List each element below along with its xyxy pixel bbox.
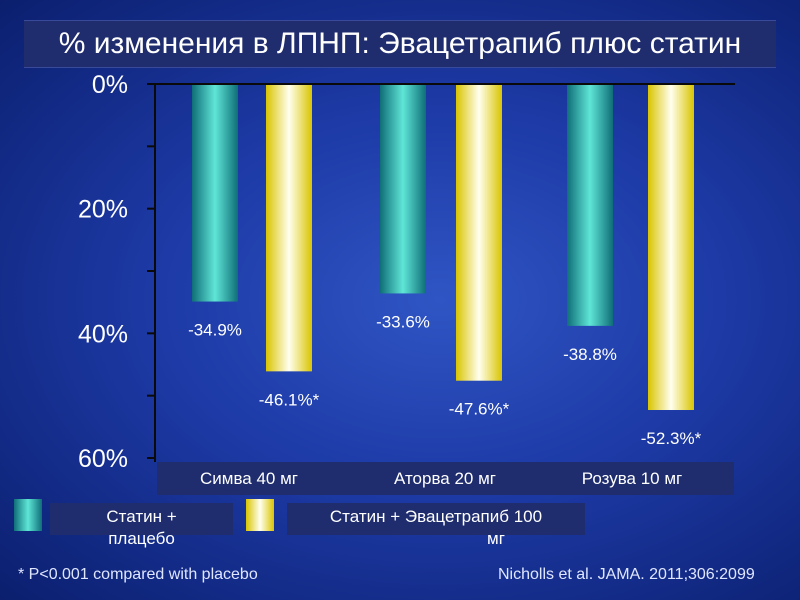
- y-tick-label: 40%: [78, 320, 128, 348]
- chart-title: % изменения в ЛПНП: Эвацетрапиб плюс ста…: [24, 20, 776, 68]
- legend-label-placebo: Статин + плацебо: [50, 503, 233, 548]
- legend-label-evacetrapib: Статин + Эвацетрапиб 100 мг: [287, 503, 585, 548]
- bar: [456, 85, 502, 381]
- y-tick-label: 20%: [78, 196, 128, 224]
- x-tick-label: Симва 40 мг: [200, 469, 298, 488]
- legend-label-line: плацебо: [108, 529, 175, 548]
- y-tick-label: 60%: [78, 445, 128, 473]
- legend-label-line: Статин +: [106, 507, 177, 526]
- significance-footnote: * P<0.001 compared with placebo: [18, 566, 258, 583]
- y-tick-label: 0%: [92, 71, 128, 99]
- category-axis: Симва 40 мг Аторва 20 мг Розува 10 мг: [157, 462, 734, 495]
- bar-value-label: -47.6%*: [449, 400, 510, 419]
- bar: [192, 85, 238, 302]
- legend-swatch-placebo: [14, 499, 42, 531]
- bar: [648, 85, 694, 411]
- x-tick-label: Розува 10 мг: [581, 469, 683, 488]
- legend-swatch-evacetrapib: [246, 499, 274, 531]
- bar: [567, 85, 613, 326]
- bar-value-label: -38.8%: [563, 345, 617, 364]
- x-tick-label: Аторва 20 мг: [393, 469, 496, 488]
- bar: [266, 85, 312, 372]
- legend-label-line: мг: [487, 529, 505, 548]
- bar-value-label: -52.3%*: [641, 429, 702, 448]
- citation-footnote: Nicholls et al. JAMA. 2011;306:2099: [498, 566, 755, 583]
- legend-label-line: Статин + Эвацетрапиб 100: [329, 507, 543, 526]
- bar-value-label: -46.1%*: [259, 390, 320, 409]
- bar-value-label: -34.9%: [188, 321, 242, 340]
- bar-value-label: -33.6%: [376, 312, 430, 331]
- bar: [380, 85, 426, 294]
